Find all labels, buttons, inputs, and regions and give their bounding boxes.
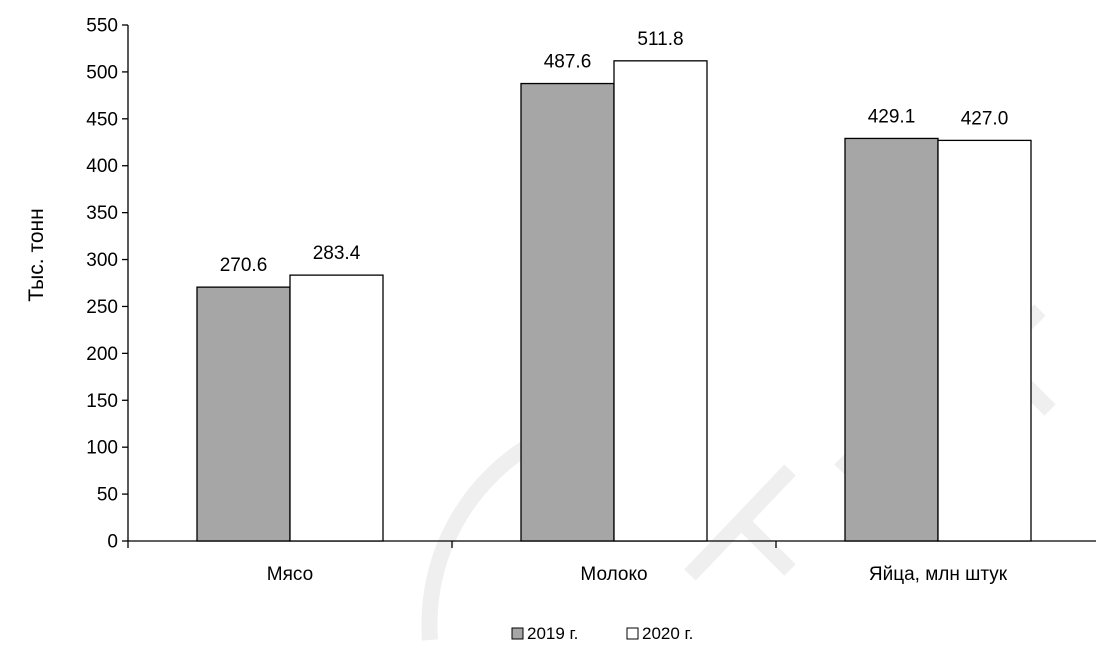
legend-swatch [511,627,524,640]
bar-series-2 [289,274,384,542]
y-tick-label: 500 [86,62,118,83]
bar-series-2 [613,60,708,542]
y-tick-label: 300 [86,250,118,271]
y-tick-label: 450 [86,109,118,130]
y-tick-label: 200 [86,344,118,365]
data-label: 427.0 [961,108,1009,129]
legend-label: 2019 г. [527,624,578,643]
category-label: Яйца, млн штук [869,564,1008,585]
data-label: 270.6 [220,255,268,276]
bars: 270.6 283.4 487.6 511.8 429.1 427.0 [196,29,1032,542]
bar-series-1 [196,286,291,542]
y-tick-label: 250 [86,297,118,318]
legend-label: 2020 г. [642,624,693,643]
y-tick-label: 0 [107,532,118,553]
x-axis: Мясо Молоко Яйца, млн штук [127,540,1096,585]
y-axis-title: Тыс. тонн [25,208,48,301]
data-label: 487.6 [544,52,592,73]
y-tick-label: 400 [86,156,118,177]
y-tick-label: 50 [97,485,118,506]
y-tick-label: 550 [86,16,118,37]
bar-series-1 [844,137,939,542]
legend: 2019 г. 2020 г. [511,624,693,643]
data-label: 511.8 [637,29,683,50]
data-label: 283.4 [313,243,361,264]
category-label: Молоко [580,564,647,585]
data-label: 429.1 [868,106,916,127]
legend-swatch [626,627,639,640]
bar-series-1 [520,82,615,542]
y-tick-label: 350 [86,203,118,224]
y-tick-label: 150 [86,391,118,412]
category-label: Мясо [267,564,313,585]
bar-series-2 [937,139,1032,542]
y-tick-label: 100 [86,438,118,459]
y-axis: 0 50 100 150 200 250 300 350 400 450 500 550 [86,16,129,553]
